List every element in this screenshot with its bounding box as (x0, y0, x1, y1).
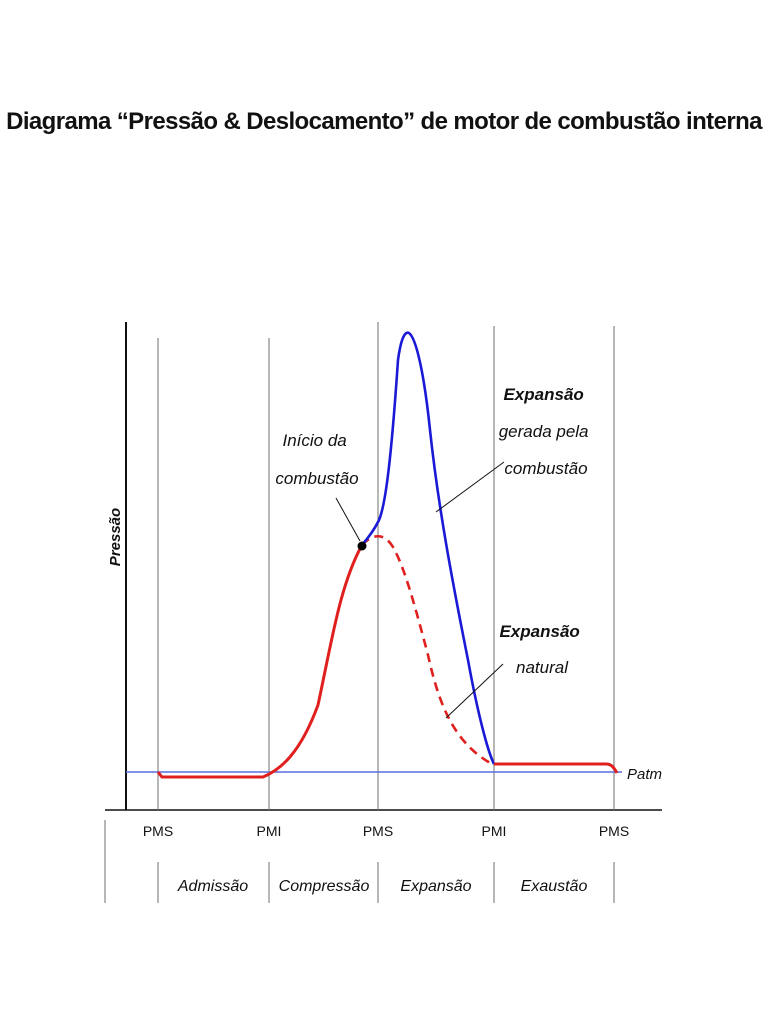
stroke-label-pms: PMS (143, 823, 173, 839)
combustion-start-marker (357, 541, 367, 551)
exhaust-curve (494, 762, 619, 774)
stroke-label-pmi: PMI (482, 823, 507, 839)
phase-label-compressao: Compressão (279, 878, 370, 895)
stroke-label-pms: PMS (599, 823, 629, 839)
phase-label-exaustao: Exaustão (521, 878, 588, 895)
leader-combustion-start (335, 497, 361, 542)
y-axis-label: Pressão (107, 508, 124, 566)
stroke-dividers (157, 322, 615, 810)
annotation-combustion-expansion: Expansão gerada pela combustão (499, 385, 594, 478)
leader-natural-expansion (445, 663, 504, 719)
annotation-combustion-start: Início da combustão (275, 431, 358, 488)
stroke-label-pms: PMS (363, 823, 393, 839)
phase-label-expansao: Expansão (400, 878, 471, 895)
intake-compression-curve (156, 544, 364, 779)
annotation-natural-expansion: Expansão natural (499, 622, 584, 677)
slide-title: Diagrama “Pressão & Deslocamento” de mot… (6, 108, 762, 135)
leader-combustion-expansion (435, 461, 505, 513)
phase-label-admissao: Admissão (177, 878, 248, 895)
natural-expansion-curve (361, 534, 493, 766)
combustion-expansion-curve (361, 331, 496, 765)
phase-separators (104, 820, 615, 903)
patm-label: Patm (627, 766, 662, 783)
stroke-label-pmi: PMI (257, 823, 282, 839)
